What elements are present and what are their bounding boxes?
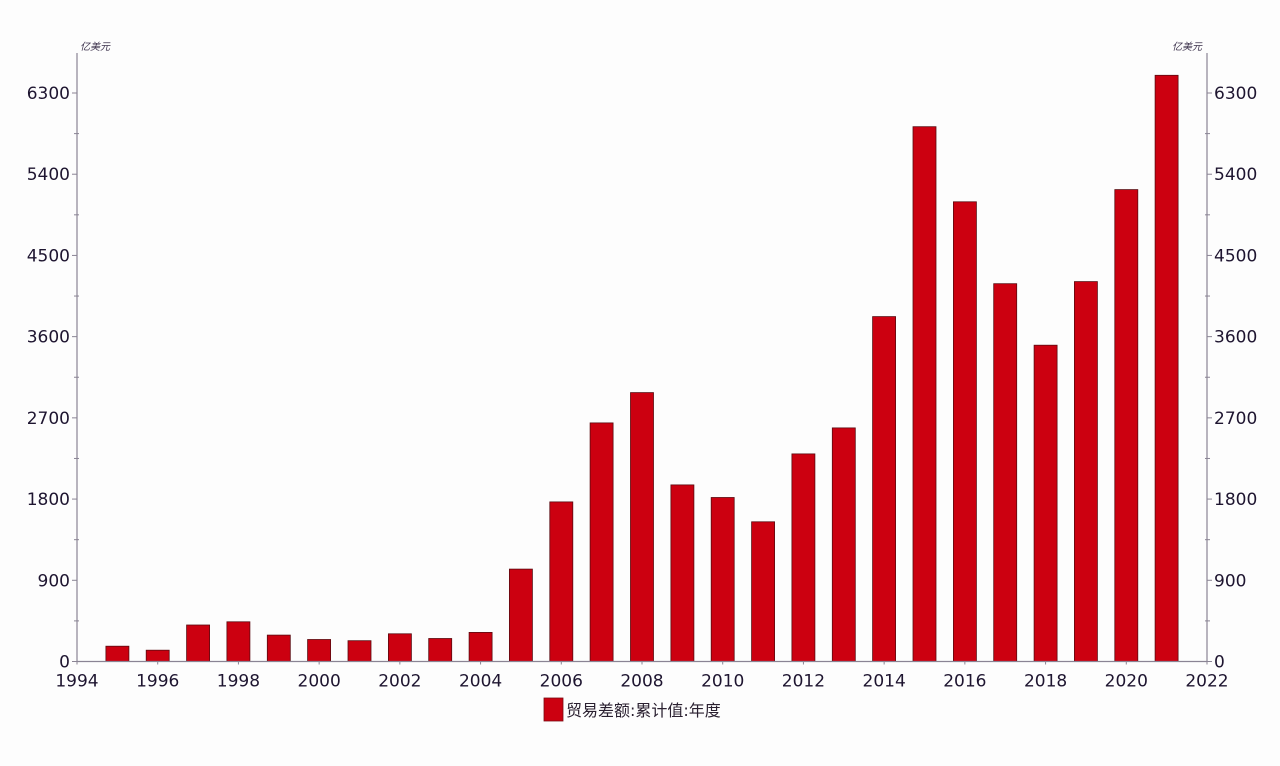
bar-2019 <box>1074 281 1098 662</box>
right-tick-label: 1800 <box>1214 490 1257 510</box>
left-unit-label: 亿美元 <box>80 41 111 53</box>
right-tick-label: 0 <box>1214 653 1225 673</box>
bar-1998 <box>226 621 251 662</box>
bar-1999 <box>266 634 291 662</box>
x-tick-label: 2008 <box>620 672 663 692</box>
left-y-axis: 0 900 1800 2700 3600 4500 5400 6300 <box>27 53 79 673</box>
x-tick-label: 2002 <box>378 672 421 692</box>
bar-2014 <box>872 316 896 662</box>
x-tick-label: 2018 <box>1024 672 1067 692</box>
left-tick-label: 6300 <box>27 84 70 104</box>
x-tick-label: 2016 <box>943 672 986 692</box>
right-tick-label: 6300 <box>1214 84 1257 104</box>
x-tick-label: 2000 <box>298 672 341 692</box>
bar-2020 <box>1114 189 1139 662</box>
x-tick-label: 2020 <box>1105 672 1148 692</box>
bar-2000 <box>307 639 332 662</box>
legend-swatch <box>543 697 564 722</box>
left-tick-label: 5400 <box>27 165 70 185</box>
x-tick-label: 2004 <box>459 672 502 692</box>
bar-2004 <box>468 632 493 662</box>
x-tick-label: 1994 <box>55 672 98 692</box>
right-tick-label: 3600 <box>1214 328 1257 348</box>
bar-2003 <box>428 638 453 662</box>
right-tick-label: 4500 <box>1214 246 1257 266</box>
bar-2009 <box>670 484 695 662</box>
x-tick-label: 1998 <box>217 672 260 692</box>
left-tick-label: 3600 <box>27 328 70 348</box>
bar-2006 <box>549 501 574 662</box>
bar-2016 <box>953 201 977 662</box>
left-tick-label: 900 <box>38 571 70 591</box>
bar-2005 <box>508 568 533 662</box>
bar-2013 <box>831 427 856 662</box>
bar-2008 <box>630 392 654 662</box>
bar-1996 <box>145 649 170 662</box>
left-tick-label: 2700 <box>27 409 70 429</box>
left-tick-label: 1800 <box>27 490 70 510</box>
bar-2018 <box>1033 344 1058 662</box>
bar-2007 <box>589 422 614 662</box>
bar-1995 <box>105 645 130 662</box>
x-tick-label: 2014 <box>863 672 906 692</box>
bar-2010 <box>710 497 735 662</box>
bar-2011 <box>751 521 775 662</box>
bar-2021 <box>1154 74 1179 662</box>
right-tick-label: 5400 <box>1214 165 1257 185</box>
bar-1997 <box>186 624 211 662</box>
x-tick-label: 2006 <box>540 672 583 692</box>
legend-label: 贸易差额:累计值:年度 <box>566 701 721 720</box>
bar-2012 <box>791 453 816 662</box>
bar-2017 <box>993 283 1018 662</box>
right-y-axis: 0 900 1800 2700 3600 4500 5400 6300 <box>1205 53 1257 673</box>
x-tick-label: 2010 <box>701 672 744 692</box>
x-tick-label: 2012 <box>782 672 825 692</box>
left-tick-label: 4500 <box>27 246 70 266</box>
right-tick-label: 2700 <box>1214 409 1257 429</box>
x-tick-label: 2022 <box>1185 672 1228 692</box>
right-tick-label: 900 <box>1214 571 1246 591</box>
right-unit-label: 亿美元 <box>1172 41 1203 53</box>
bars-group <box>105 74 1179 662</box>
legend: 贸易差额:累计值:年度 <box>543 697 721 722</box>
bar-2001 <box>347 640 372 662</box>
bar-2015 <box>912 126 937 662</box>
bar-2002 <box>387 633 412 662</box>
x-tick-label: 1996 <box>136 672 179 692</box>
x-axis: 1994 1996 1998 2000 2002 2004 2006 2008 2010 2012… <box>55 660 1229 692</box>
left-tick-label: 0 <box>59 653 70 673</box>
